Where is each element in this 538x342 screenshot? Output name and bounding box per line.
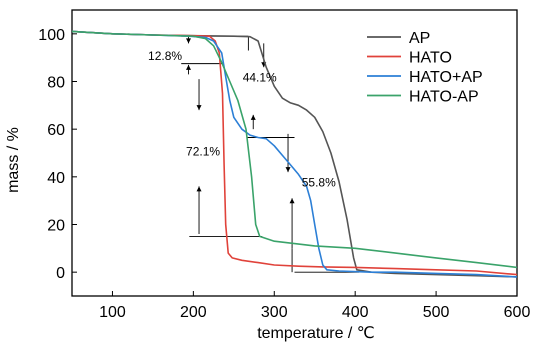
plot-area: 100 200 300 400 500 600 0 20 40 60 80 100 12.8% 44.1%… [38, 9, 531, 321]
series-line-hato-ap [72, 30, 517, 269]
guide-arrowhead [250, 114, 256, 120]
guide-arrowhead [196, 105, 202, 111]
legend-label: HATO-AP [409, 89, 479, 106]
guide-arrowhead [289, 198, 295, 204]
x-tick-label: 100 [99, 304, 126, 321]
annotation-label: 55.8% [302, 175, 336, 189]
annotation-label: 72.1% [186, 144, 220, 158]
series-line-hato-ap [72, 30, 517, 278]
series-line-hato [72, 30, 517, 276]
y-tick-label: 100 [38, 27, 65, 44]
y-axis-label: mass / % [5, 127, 22, 193]
plot-frame [71, 9, 518, 297]
y-tick-label: 0 [56, 265, 65, 282]
guide-arrowhead [186, 64, 192, 70]
x-axis-label: temperature / ℃ [257, 325, 375, 342]
x-tick-label: 400 [342, 304, 369, 321]
guide-arrowhead [186, 38, 192, 44]
legend-label: AP [409, 30, 430, 47]
x-tick-label: 600 [504, 304, 531, 321]
guide-arrowhead [196, 186, 202, 192]
x-tick-label: 200 [180, 304, 207, 321]
legend-label: HATO+AP [409, 69, 483, 86]
x-tick-label: 300 [261, 304, 288, 321]
y-tick-label: 40 [47, 170, 65, 187]
legend-label: HATO [409, 50, 452, 67]
annotation-label: 44.1% [243, 71, 277, 85]
annotation-label: 12.8% [148, 49, 182, 63]
guide-arrowhead [285, 167, 291, 173]
y-tick-label: 20 [47, 218, 65, 235]
y-tick-label: 80 [47, 75, 65, 92]
y-tick-label: 60 [47, 122, 65, 139]
x-tick-label: 500 [423, 304, 450, 321]
